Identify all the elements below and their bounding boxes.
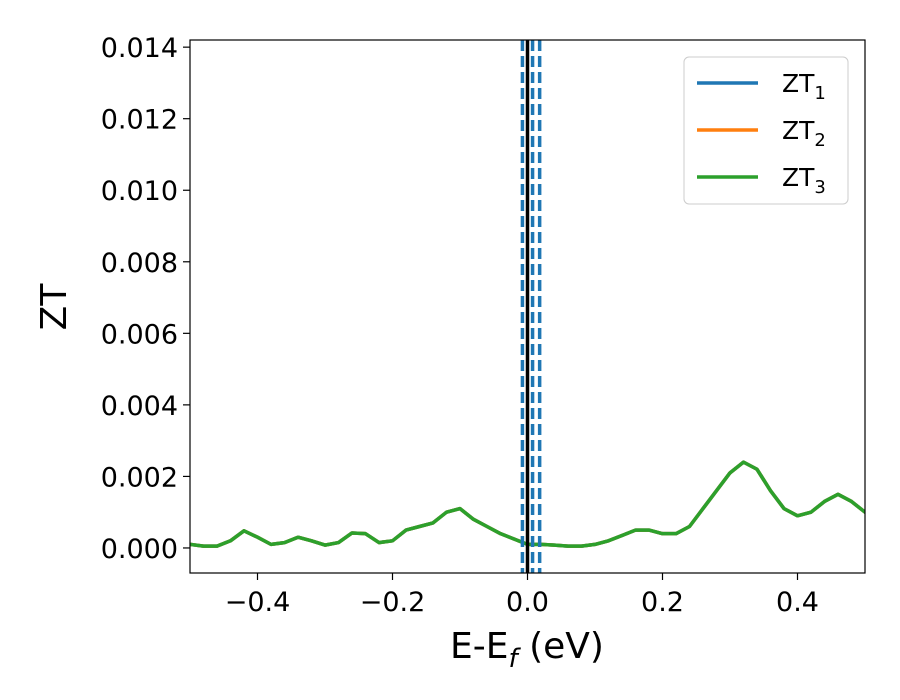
y-tick-label: 0.008 [101, 248, 178, 279]
y-tick-label: 0.012 [101, 105, 178, 136]
y-tick-label: 0.004 [101, 391, 178, 422]
legend-label-3: ZT3 [782, 163, 826, 198]
legend: ZT1 ZT2 ZT3 [683, 56, 849, 205]
x-tick-label: 0.4 [776, 587, 819, 618]
y-tick-label: 0.010 [101, 176, 178, 207]
y-tick-label: 0.014 [101, 33, 178, 64]
y-axis-ticks: 0.000 0.002 0.004 0.006 0.008 0.010 0.012 0.014 [101, 33, 190, 565]
x-tick-label: −0.4 [225, 587, 291, 618]
legend-label-2: ZT2 [782, 116, 826, 151]
x-axis-ticks: −0.4 −0.2 0.0 0.2 0.4 [225, 573, 819, 618]
legend-label-1: ZT1 [782, 69, 826, 104]
x-tick-label: 0.0 [506, 587, 549, 618]
x-axis-label: E-Ef (eV) [450, 626, 604, 674]
legend-box [683, 56, 849, 205]
y-axis-label: ZT [34, 283, 75, 331]
y-tick-label: 0.000 [101, 534, 178, 565]
y-tick-label: 0.002 [101, 462, 178, 493]
vertical-lines-layer [520, 40, 542, 573]
x-tick-label: 0.2 [641, 587, 684, 618]
x-tick-label: −0.2 [360, 587, 426, 618]
y-tick-label: 0.006 [101, 319, 178, 350]
